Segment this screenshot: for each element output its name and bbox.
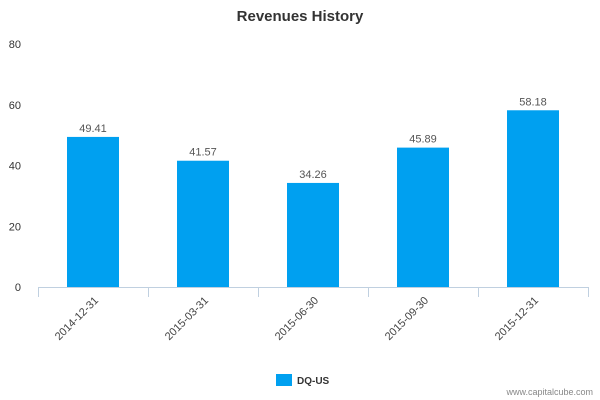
y-tick-label: 0 [15,282,21,294]
bar-2015-12-31[interactable] [507,110,559,287]
chart-title: Revenues History [237,8,364,25]
bar-value-label: 58.18 [519,96,547,108]
x-tick-label: 2014-12-31 [53,295,101,343]
x-tick-label: 2015-06-30 [273,295,321,343]
x-axis: 2014-12-31 2015-03-31 2015-06-30 2015-09-30… [38,287,589,343]
y-tick-label: 40 [9,161,21,173]
bar-value-label: 41.57 [189,147,217,159]
bar-value-label: 49.41 [79,123,107,135]
bar-2015-03-31[interactable] [177,160,229,287]
bar-value-label: 34.26 [299,169,327,181]
y-tick-label: 80 [9,39,21,51]
x-tick-label: 2015-03-31 [163,295,211,343]
bar-2014-12-31[interactable] [67,136,119,287]
legend[interactable]: DQ-US [276,374,330,387]
legend-label-dq-us[interactable]: DQ-US [297,376,330,387]
y-axis-ticks: 0 20 40 60 80 [9,39,21,294]
x-tick-label: 2015-09-30 [383,295,431,343]
y-tick-label: 60 [9,100,21,112]
bar-value-label: 45.89 [409,134,437,146]
x-tick-label: 2015-12-31 [493,295,541,343]
watermark: www.capitalcube.com [505,387,593,397]
plot-area: 49.41 41.57 34.26 45.89 58.18 [67,96,559,287]
bar-2015-09-30[interactable] [397,147,449,287]
bar-2015-06-30[interactable] [287,182,339,287]
legend-swatch-dq-us[interactable] [276,374,292,386]
y-tick-label: 20 [9,221,21,233]
